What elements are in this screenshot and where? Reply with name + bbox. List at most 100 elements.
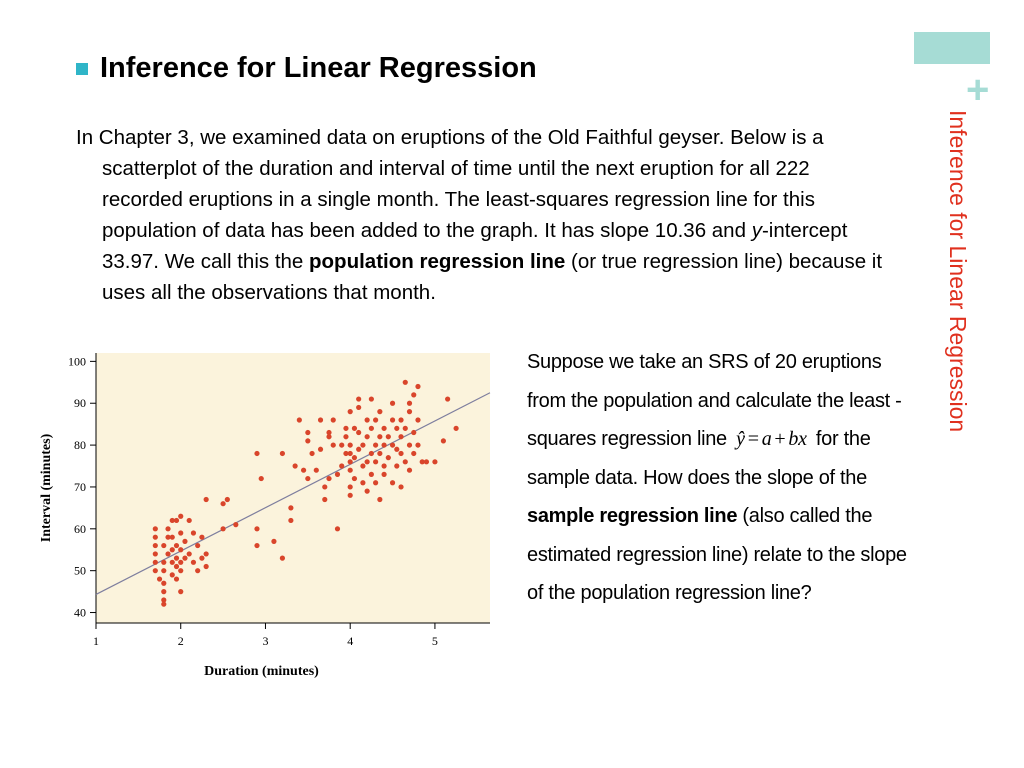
data-point [398,450,404,457]
x-tick-label: 1 [93,634,99,648]
slide-title-row: Inference for Linear Regression [76,52,537,85]
data-point [199,534,205,540]
data-point [381,471,387,477]
data-point [406,467,413,473]
intro-paragraph: In Chapter 3, we examined data on erupti… [76,122,896,308]
data-point [343,450,349,457]
data-point [394,425,400,431]
data-point [152,542,158,549]
data-point [203,563,209,570]
data-point [351,475,358,482]
intro-text-3: (or true regression line) because it use… [102,250,883,304]
data-point [195,542,201,549]
data-point [415,383,421,390]
data-point [351,425,358,431]
data-point [300,467,307,473]
intro-bold-term: population regression line [309,250,566,273]
data-point [343,434,349,440]
data-point [326,434,332,440]
data-point [373,417,379,423]
data-point [152,568,158,574]
data-point [182,555,188,561]
data-point [161,542,167,549]
plot-background [96,353,490,623]
data-point [411,429,417,436]
data-point [347,409,353,415]
data-point [389,442,396,448]
data-point [178,530,184,536]
data-point [169,559,175,565]
intro-y-italic: y [751,219,762,242]
data-point [199,555,205,561]
data-point [419,459,425,465]
data-point [364,459,370,465]
data-point [373,459,379,465]
data-point [364,417,370,423]
data-point [398,434,404,440]
data-point [233,522,239,528]
data-point [445,396,451,402]
data-point [356,429,362,436]
data-point [161,568,167,574]
data-point [440,438,446,444]
data-point [453,425,459,431]
data-point [317,417,324,423]
data-point [330,417,336,423]
data-point [368,396,374,402]
data-point [186,517,192,524]
data-point [415,442,421,448]
data-point [173,517,180,524]
data-point [169,517,175,524]
data-point [279,555,286,561]
data-point [377,450,383,457]
plus-icon: + [966,68,990,112]
regression-formula: ŷ = a + bx [732,428,811,450]
data-point [347,450,353,457]
data-point [322,496,328,503]
accent-block [914,32,990,64]
data-point [402,459,408,465]
data-point [178,547,184,553]
data-point [296,417,302,423]
formula-bx: bx [788,428,807,450]
data-point [339,463,345,469]
data-point [330,442,336,448]
data-point [389,400,396,406]
data-point [368,450,374,457]
data-point [165,534,171,540]
formula-a: a [761,428,772,450]
data-point [360,480,366,486]
data-point [305,438,311,444]
data-point [326,429,332,436]
data-point [406,409,413,415]
question-bold-term: sample regression line [527,505,738,527]
question-text-2: for the sample data. How does the slope … [527,428,871,489]
data-point [169,547,175,553]
data-point [394,446,400,452]
data-point [347,459,353,465]
data-point [309,450,315,457]
data-point [254,542,260,549]
data-point [161,580,167,586]
data-point [389,480,396,486]
data-point [385,455,391,461]
data-point [398,417,404,423]
y-tick-label: 100 [68,354,86,368]
data-point [173,542,180,549]
y-tick-label: 60 [74,522,86,536]
data-point [203,551,209,557]
data-point [220,501,226,507]
data-point [432,459,438,465]
scatterplot-chart: 40 50 60 70 80 90 100 1 2 3 4 5 Duration (minutes) In… [39,353,491,679]
data-point [173,563,180,570]
data-point [173,555,180,561]
question-paragraph: Suppose we take an SRS of 20 eruptions f… [527,343,907,613]
data-point [152,559,158,565]
data-point [343,425,349,431]
data-point [161,597,167,603]
data-point [161,589,167,595]
data-point [178,589,184,595]
data-point [394,463,400,469]
data-point [398,484,404,490]
data-point [161,601,167,607]
